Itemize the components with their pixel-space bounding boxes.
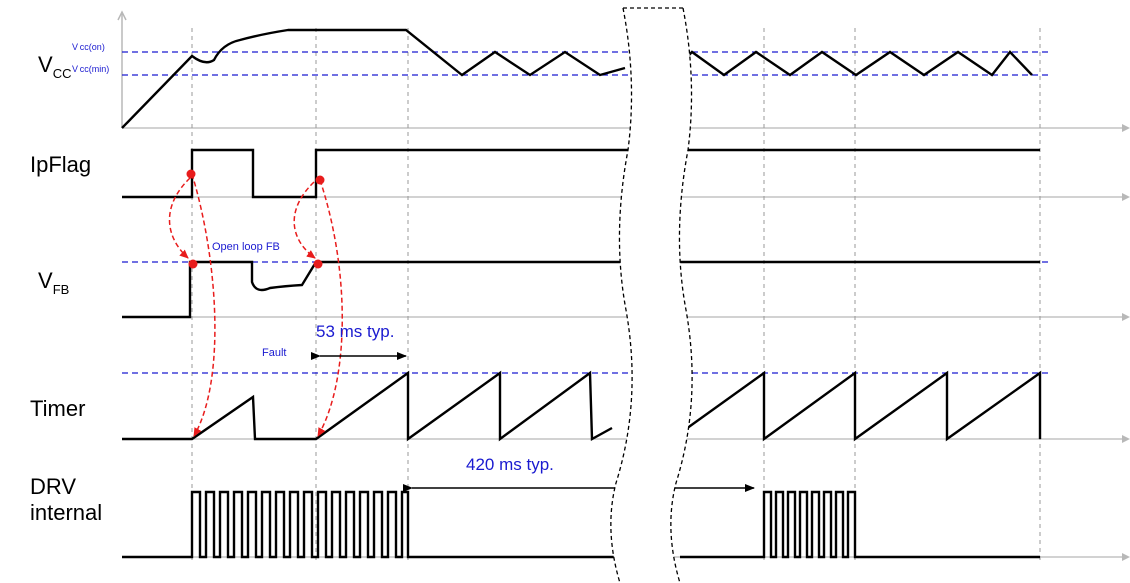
fault-label: Fault (262, 347, 286, 359)
vfb-label: VFB (38, 268, 69, 294)
ipflag-label: IpFlag (30, 152, 91, 178)
arrow-ipflag-to-vfb-1 (170, 178, 191, 258)
vfb-label-main: V (38, 268, 53, 293)
timer-label: Timer (30, 396, 85, 422)
vcc-label: VCC (38, 52, 71, 78)
axis-arrowheads (1122, 124, 1130, 561)
t420-label: 420 ms typ. (466, 455, 554, 475)
arrow-ipflag-to-timer-2 (318, 180, 342, 436)
vcc-waveform (122, 30, 625, 128)
ipflag-waveform (122, 150, 628, 197)
arrow-ipflag-to-timer-1 (192, 174, 215, 436)
timing-gridlines (192, 28, 1040, 560)
timer-waveform (122, 373, 612, 439)
threshold-lines (122, 52, 1048, 373)
vcc-label-main: V (38, 52, 53, 77)
time-break (611, 8, 692, 583)
causality-dots (187, 170, 325, 269)
waveforms (122, 30, 1040, 557)
vcc-waveform-resume (680, 52, 1032, 75)
vfb-label-sub: FB (53, 282, 70, 297)
drv-waveform (122, 492, 628, 557)
vcc-axis (118, 12, 126, 128)
vfb-waveform (122, 262, 628, 317)
vcc-min-label: V cc(min) (72, 64, 109, 74)
drv-label-line1: DRV (30, 474, 102, 500)
drv-label-line2: internal (30, 500, 102, 526)
timer-waveform-resume (672, 373, 1040, 439)
vcc-on-label: V cc(on) (72, 42, 105, 52)
open-loop-label: Open loop FB (212, 241, 280, 253)
drv-label: DRV internal (30, 474, 102, 526)
arrow-ipflag-to-vfb-2 (294, 182, 315, 258)
vcc-label-sub: CC (53, 66, 72, 81)
drv-waveform-resume (680, 492, 1040, 557)
t53-label: 53 ms typ. (316, 322, 394, 342)
